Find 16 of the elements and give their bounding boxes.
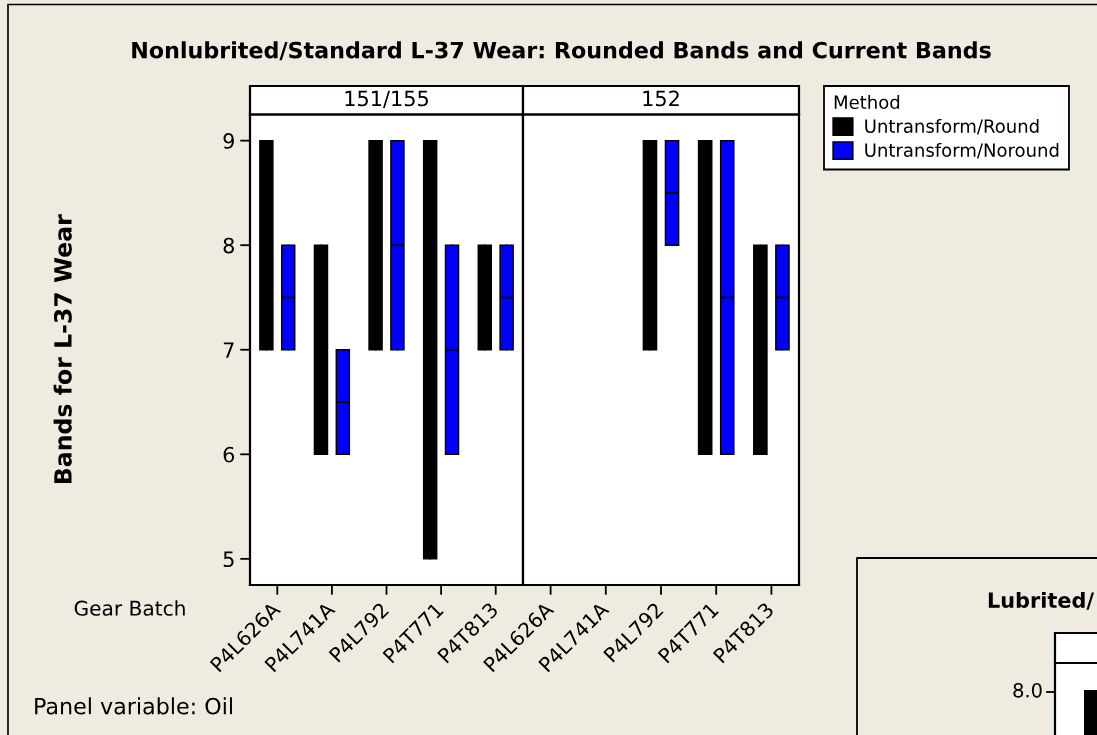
x-axis-title: Gear Batch (74, 600, 185, 616)
legend-label: Untransform/Noround (865, 142, 1059, 159)
y-axis-title: Bands for L-37 Wear (53, 214, 72, 484)
y-tick-label: 8 (223, 237, 234, 254)
text: Panel variable: Oil (35, 697, 232, 715)
y-tick-label: 9 (223, 133, 234, 149)
text: Lubrited/ (988, 591, 1094, 610)
legend-label: Untransform/Round (865, 119, 1039, 135)
y-tick-label: 5 (223, 551, 234, 568)
legend-title: Method (834, 95, 900, 109)
y-tick-label: 6 (223, 446, 235, 463)
y-tick-label: 7 (223, 342, 234, 358)
text: 8.0 (1013, 682, 1042, 698)
chart-title: Nonlubrited/Standard L-37 Wear: Rounded Bands and Current Bands (132, 41, 991, 61)
chart-subtitle: 151/155 (345, 90, 428, 108)
chart-subtitle: 152 (643, 90, 679, 107)
